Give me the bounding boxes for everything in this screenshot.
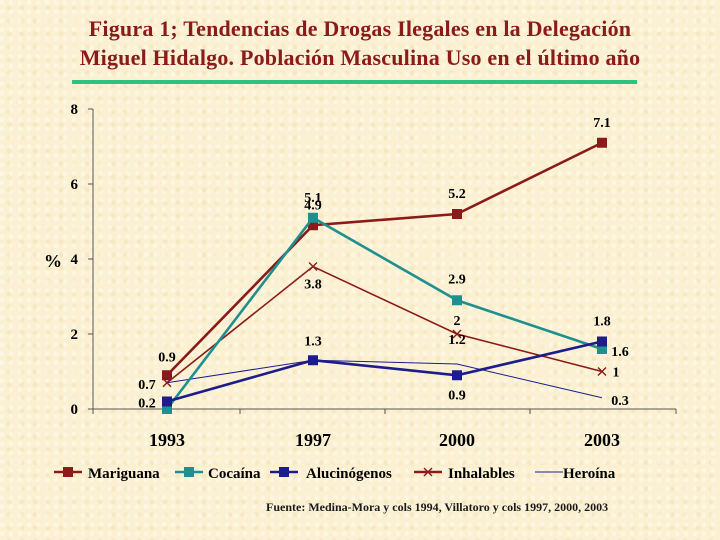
source-note: Fuente: Medina-Mora y cols 1994, Villato… xyxy=(266,500,609,514)
data-label: 0.9 xyxy=(448,388,466,403)
chart-title-line-2: Miguel Hidalgo. Población Masculina Uso … xyxy=(79,45,641,70)
chart-title-line-1: Figura 1; Tendencias de Drogas Ilegales … xyxy=(88,16,632,41)
data-point-alucinógenos xyxy=(597,336,607,347)
series-line-inhalables xyxy=(166,265,603,384)
x-tick-label: 1993 xyxy=(149,430,185,450)
data-point-alucinógenos xyxy=(162,396,172,407)
data-label: 0.7 xyxy=(138,378,156,393)
data-point-cocaína xyxy=(597,344,607,354)
legend-marker-alucinógenos xyxy=(279,467,289,477)
y-tick-label: 8 xyxy=(71,102,79,118)
data-point-mariguana xyxy=(308,220,318,231)
series-line-mariguana xyxy=(166,141,603,377)
y-axis-label: % xyxy=(44,251,62,271)
data-label: 0.3 xyxy=(611,394,629,409)
data-point-mariguana xyxy=(162,370,172,381)
y-tick-label: 2 xyxy=(71,327,79,343)
data-label: 7.1 xyxy=(593,116,611,131)
y-tick-label: 6 xyxy=(71,177,79,193)
x-tick-label: 1997 xyxy=(295,430,331,450)
data-label: 1.2 xyxy=(448,333,466,348)
title-underline xyxy=(72,80,637,84)
data-point-alucinógenos xyxy=(308,355,318,366)
data-label: 0.9 xyxy=(158,350,176,365)
data-label: 5.2 xyxy=(448,187,466,202)
data-label: 1.3 xyxy=(304,334,322,349)
data-label: 5.1 xyxy=(304,191,322,206)
data-label: 0.2 xyxy=(138,397,156,412)
data-label: 4.9 xyxy=(304,198,322,213)
data-point-cocaína xyxy=(308,212,318,223)
data-label: 1.8 xyxy=(593,315,611,330)
legend-label: Heroína xyxy=(563,466,616,482)
data-label: 1.6 xyxy=(611,345,629,360)
y-tick-label: 0 xyxy=(71,402,79,418)
data-point-cocaína xyxy=(452,295,462,306)
legend-label: Mariguana xyxy=(88,466,160,482)
data-point-mariguana xyxy=(597,137,607,148)
data-point-alucinógenos xyxy=(452,370,462,381)
legend-marker-cocaína xyxy=(184,467,194,477)
legend-label: Cocaína xyxy=(208,466,261,482)
data-label: 2 xyxy=(454,314,461,329)
series-line-cocaína xyxy=(165,216,603,410)
x-tick-label: 2003 xyxy=(584,430,620,450)
data-label: 2.9 xyxy=(448,272,466,287)
data-point-inhalables xyxy=(452,329,462,339)
data-point-mariguana xyxy=(452,209,462,219)
x-tick-label: 2000 xyxy=(439,430,475,450)
series-line-heroína xyxy=(166,359,603,399)
data-point-cocaína xyxy=(162,404,172,414)
legend-marker-mariguana xyxy=(63,467,73,477)
data-point-inhalables xyxy=(308,262,318,271)
chart-title: Figura 1; Tendencias de Drogas Ilegales … xyxy=(0,14,720,72)
legend-label: Inhalables xyxy=(448,466,515,482)
series-line-alucinógenos xyxy=(166,340,603,403)
data-label: 1 xyxy=(613,366,620,381)
legend-marker-inhalables xyxy=(423,467,433,477)
data-label: 3.8 xyxy=(304,278,322,293)
data-point-inhalables xyxy=(597,367,607,376)
legend-label: Alucinógenos xyxy=(306,466,392,482)
y-tick-label: 4 xyxy=(71,252,79,268)
